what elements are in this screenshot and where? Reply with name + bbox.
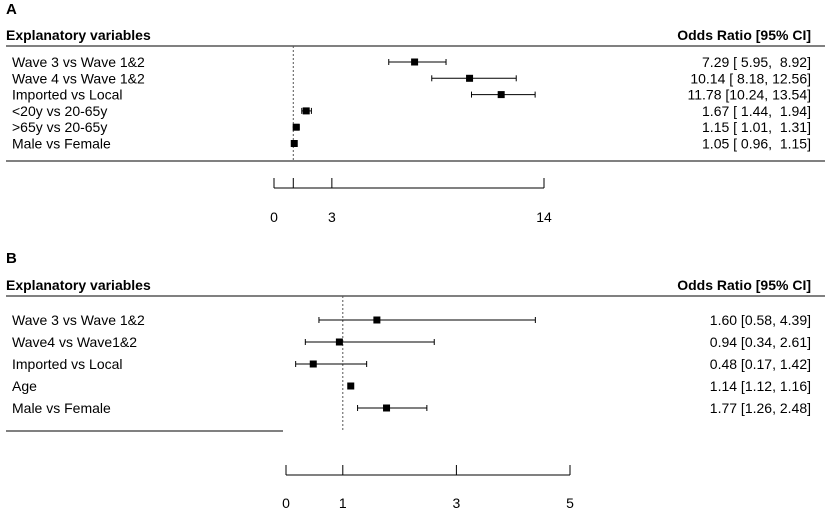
row-label: Imported vs Local (12, 87, 123, 103)
odds-ratio-text: 1.14 [1.12, 1.16] (710, 378, 811, 394)
odds-ratio-text: 0.94 [0.34, 2.61] (710, 334, 811, 350)
point-estimate-marker (292, 123, 300, 131)
odds-ratio-text: 1.60 [0.58, 4.39] (710, 312, 811, 328)
row-label: Male vs Female (12, 400, 111, 416)
header-explanatory-variables: Explanatory variables (6, 277, 151, 293)
header-odds-ratio: Odds Ratio [95% CI] (677, 27, 811, 43)
point-estimate-marker (383, 404, 391, 412)
x-tick-label: 3 (453, 495, 461, 511)
odds-ratio-text: 10.14 [ 8.18, 12.56] (690, 70, 811, 86)
row-label: Wave 4 vs Wave 1&2 (12, 70, 145, 86)
odds-ratio-text: 1.15 [ 1.01, 1.31] (702, 119, 811, 135)
x-tick-label: 0 (270, 209, 278, 225)
row-label: Wave4 vs Wave1&2 (12, 334, 137, 350)
row-label: >65y vs 20-65y (12, 119, 107, 135)
x-tick-label: 14 (536, 209, 552, 225)
x-tick-label: 0 (282, 495, 290, 511)
odds-ratio-text: 0.48 [0.17, 1.42] (710, 356, 811, 372)
point-estimate-marker (497, 91, 505, 99)
x-tick-label: 3 (328, 209, 336, 225)
row-label: Imported vs Local (12, 356, 123, 372)
point-estimate-marker (302, 107, 310, 115)
point-estimate-marker (411, 58, 419, 66)
point-estimate-marker (335, 338, 343, 346)
row-label: Wave 3 vs Wave 1&2 (12, 54, 145, 70)
panel-label: A (6, 1, 17, 18)
row-label: <20y vs 20-65y (12, 103, 107, 119)
row-label: Wave 3 vs Wave 1&2 (12, 312, 145, 328)
row-label: Male vs Female (12, 136, 111, 152)
header-explanatory-variables: Explanatory variables (6, 27, 151, 43)
odds-ratio-text: 1.77 [1.26, 2.48] (710, 400, 811, 416)
x-tick-label: 5 (566, 495, 574, 511)
odds-ratio-text: 7.29 [ 5.95, 8.92] (702, 54, 811, 70)
panel-label: B (6, 250, 17, 267)
row-label: Age (12, 378, 37, 394)
point-estimate-marker (309, 360, 317, 368)
x-tick-label: 1 (339, 495, 347, 511)
odds-ratio-text: 1.05 [ 0.96, 1.15] (702, 136, 811, 152)
odds-ratio-text: 1.67 [ 1.44, 1.94] (702, 103, 811, 119)
point-estimate-marker (290, 140, 298, 147)
odds-ratio-text: 11.78 [10.24, 13.54] (687, 87, 811, 103)
header-odds-ratio: Odds Ratio [95% CI] (677, 277, 811, 293)
point-estimate-marker (347, 382, 355, 390)
point-estimate-marker (373, 316, 381, 324)
point-estimate-marker (466, 74, 474, 82)
